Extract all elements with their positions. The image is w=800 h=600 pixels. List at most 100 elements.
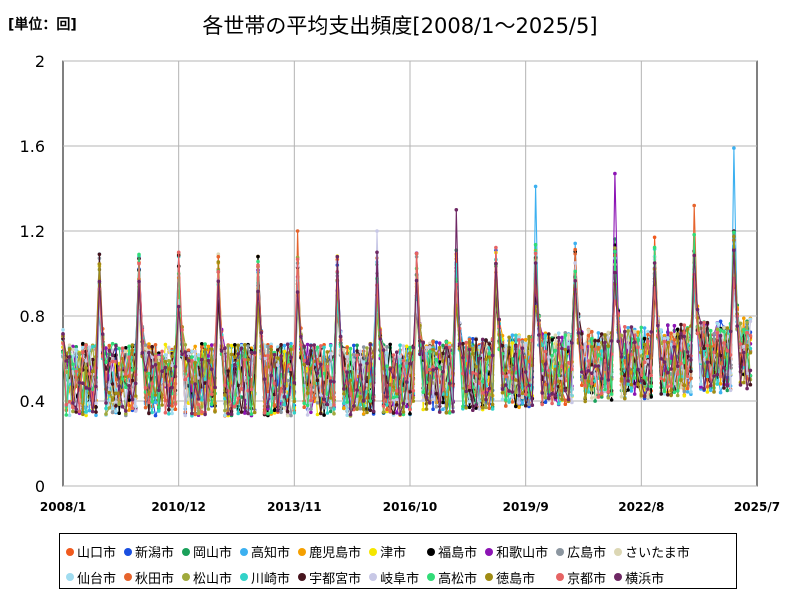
data-point bbox=[457, 342, 462, 346]
legend-label: 京都市 bbox=[567, 571, 607, 587]
data-point bbox=[246, 411, 250, 416]
data-point bbox=[71, 344, 75, 349]
data-point bbox=[269, 347, 274, 352]
data-point bbox=[530, 403, 535, 408]
data-point bbox=[107, 390, 112, 395]
data-point bbox=[603, 387, 607, 392]
data-point bbox=[424, 407, 429, 411]
data-point bbox=[421, 390, 426, 395]
legend-marker-icon bbox=[298, 573, 307, 582]
data-point bbox=[679, 322, 683, 327]
data-point bbox=[715, 331, 720, 335]
data-point bbox=[361, 345, 366, 349]
data-point bbox=[738, 342, 743, 346]
data-point bbox=[206, 354, 211, 359]
data-point bbox=[190, 349, 194, 354]
data-point bbox=[71, 362, 75, 367]
data-point bbox=[395, 394, 399, 399]
data-point bbox=[276, 363, 280, 368]
data-point bbox=[259, 331, 264, 335]
data-point bbox=[193, 344, 197, 349]
data-point bbox=[381, 404, 386, 408]
data-point bbox=[401, 344, 406, 348]
data-point bbox=[642, 342, 647, 347]
data-point bbox=[332, 411, 336, 416]
data-point bbox=[395, 389, 399, 393]
data-point bbox=[358, 349, 363, 354]
data-point bbox=[444, 411, 449, 415]
data-point bbox=[672, 332, 677, 337]
data-point bbox=[718, 353, 723, 358]
data-point bbox=[292, 399, 297, 404]
data-point bbox=[163, 410, 168, 415]
data-point bbox=[87, 401, 92, 405]
x-tick-label: 2016/10 bbox=[383, 500, 437, 514]
x-tick-label: 2010/12 bbox=[151, 500, 205, 514]
data-point bbox=[269, 342, 274, 347]
data-point bbox=[632, 392, 637, 396]
data-point bbox=[309, 398, 313, 403]
data-point bbox=[236, 352, 240, 356]
data-point bbox=[636, 382, 640, 387]
data-point bbox=[143, 343, 148, 347]
data-point bbox=[573, 241, 577, 246]
data-point bbox=[150, 399, 154, 404]
data-point bbox=[556, 379, 561, 384]
data-point bbox=[732, 234, 736, 239]
data-point bbox=[431, 368, 435, 372]
data-point bbox=[322, 343, 326, 347]
data-point bbox=[699, 321, 703, 325]
data-point bbox=[619, 395, 624, 399]
data-point bbox=[140, 350, 145, 355]
data-point bbox=[642, 394, 647, 399]
data-point bbox=[97, 252, 102, 257]
data-point bbox=[239, 343, 244, 348]
data-point bbox=[200, 410, 204, 414]
data-point bbox=[355, 343, 359, 348]
data-point bbox=[583, 399, 587, 404]
data-point bbox=[216, 269, 221, 274]
data-point bbox=[90, 345, 95, 349]
data-point bbox=[180, 328, 184, 332]
data-point bbox=[745, 330, 749, 335]
legend-item: 秋田市 bbox=[124, 567, 174, 589]
data-point bbox=[391, 385, 396, 389]
data-point bbox=[216, 254, 221, 259]
legend-marker-icon bbox=[427, 573, 436, 582]
data-point bbox=[233, 355, 237, 360]
data-point bbox=[646, 332, 650, 337]
data-point bbox=[563, 402, 568, 407]
data-point bbox=[352, 343, 356, 348]
data-point bbox=[200, 405, 204, 409]
legend-marker-icon bbox=[369, 573, 378, 582]
y-tick-label: 2 bbox=[35, 52, 45, 71]
data-point bbox=[593, 399, 597, 403]
data-point bbox=[705, 360, 710, 365]
data-point bbox=[186, 351, 191, 356]
legend: 山口市 新潟市 岡山市 高知市 鹿児島市 津市 福島市 和歌山市 広島市 さいたま市 仙台市 秋田市 松… bbox=[59, 533, 737, 589]
data-point bbox=[431, 339, 435, 344]
legend-item: 宇都宮市 bbox=[298, 567, 361, 589]
data-point bbox=[395, 391, 399, 396]
data-point bbox=[133, 381, 138, 386]
series-20 bbox=[61, 208, 753, 417]
data-point bbox=[556, 331, 561, 336]
data-point bbox=[120, 346, 125, 351]
data-point bbox=[649, 384, 653, 389]
data-point bbox=[190, 358, 194, 363]
data-point bbox=[90, 369, 95, 374]
data-point bbox=[596, 331, 601, 335]
data-point bbox=[77, 351, 82, 356]
data-point bbox=[90, 409, 95, 414]
data-point bbox=[414, 278, 419, 283]
data-point bbox=[639, 379, 644, 383]
data-point bbox=[120, 377, 125, 381]
data-point bbox=[342, 392, 346, 396]
data-point bbox=[252, 350, 257, 355]
data-point bbox=[408, 361, 412, 366]
data-point bbox=[616, 339, 620, 344]
data-point bbox=[276, 408, 280, 413]
data-point bbox=[395, 410, 399, 415]
data-point bbox=[586, 333, 591, 338]
data-point bbox=[507, 400, 511, 404]
